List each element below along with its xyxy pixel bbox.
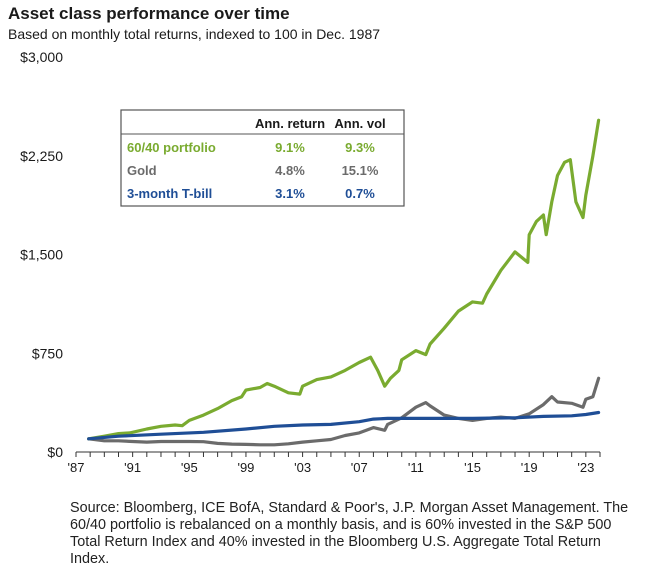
x-tick-label: '07 (351, 460, 368, 475)
stats-table: Ann. return Ann. vol 60/40 portfolio 9.1% 9.… (120, 109, 405, 207)
y-axis: $0 $750 $1,500 $2,250 $3,000 (20, 49, 63, 460)
stats-table-frame (120, 109, 405, 207)
x-tick-label: '19 (521, 460, 538, 475)
series-line-3-month-t-bill (87, 410, 601, 441)
stats-table-return: 4.8% (275, 163, 305, 178)
chart-subtitle: Based on monthly total returns, indexed … (8, 26, 381, 42)
stats-table-vol: 9.3% (345, 140, 375, 155)
stats-table-header: Ann. return (255, 116, 325, 131)
y-tick-label: $1,500 (20, 247, 63, 263)
x-tick-label: '87 (68, 460, 85, 475)
chart-title: Asset class performance over time (8, 4, 290, 23)
x-tick-label: '91 (124, 460, 141, 475)
series-line-60-40-portfolio (87, 118, 601, 441)
stats-table-header: Ann. vol (334, 116, 385, 131)
stats-table-row-label: 3-month T-bill (127, 186, 212, 201)
x-tick-label: '99 (237, 460, 254, 475)
x-axis: '87 '91 '95 '99 '03 '07 '11 '15 '19 '23 (68, 451, 601, 475)
y-tick-label: $3,000 (20, 49, 63, 65)
x-tick-label: '95 (181, 460, 198, 475)
x-tick-label: '15 (464, 460, 481, 475)
y-tick-label: $2,250 (20, 148, 63, 164)
y-tick-label: $750 (32, 345, 63, 361)
stats-table-row-label: Gold (127, 163, 157, 178)
stats-table-row-label: 60/40 portfolio (127, 140, 216, 155)
stats-table-vol: 0.7% (345, 186, 375, 201)
chart-series (87, 118, 601, 447)
stats-table-return: 3.1% (275, 186, 305, 201)
x-tick-label: '23 (577, 460, 594, 475)
y-tick-label: $0 (47, 444, 63, 460)
stats-table-return: 9.1% (275, 140, 305, 155)
x-tick-label: '03 (294, 460, 311, 475)
stats-table-vol: 15.1% (342, 163, 379, 178)
x-tick-label: '11 (408, 460, 424, 475)
series-line-gold (87, 376, 601, 447)
line-chart: $0 $750 $1,500 $2,250 $3,000 '87 '91 '95 '99 '03… (20, 49, 601, 475)
source-note: Source: Bloomberg, ICE BofA, Standard & … (70, 500, 629, 567)
